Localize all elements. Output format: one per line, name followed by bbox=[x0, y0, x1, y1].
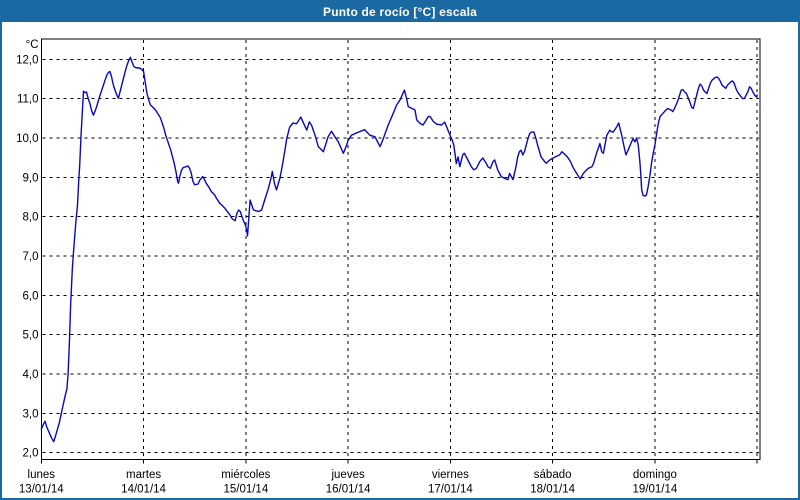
x-date-label: 13/01/14 bbox=[19, 484, 64, 496]
chart-graphics: 12,0 11,0 10,0 9,0 8,0 7,0 6,0 5,0 4,0 3,0 2,0 °C lu… bbox=[16, 38, 761, 496]
x-day-label: domingo bbox=[633, 469, 677, 481]
x-day-label: jueves bbox=[330, 469, 364, 481]
y-tick-label: 11,0 bbox=[17, 94, 39, 106]
title-bar: Punto de rocío [°C] escala bbox=[2, 2, 798, 22]
y-tick-label: 8,0 bbox=[23, 212, 39, 224]
x-date-label: 15/01/14 bbox=[223, 484, 268, 496]
y-tick-label: 9,0 bbox=[23, 172, 39, 184]
x-date-label: 17/01/14 bbox=[428, 484, 473, 496]
x-day-label: martes bbox=[126, 469, 161, 481]
x-date-label: 18/01/14 bbox=[530, 484, 575, 496]
x-day-label: sábado bbox=[534, 469, 572, 481]
y-tick-label: 12,0 bbox=[16, 54, 38, 66]
y-tick-label: 10,0 bbox=[16, 133, 38, 145]
x-date-label: 16/01/14 bbox=[326, 484, 371, 496]
y-tick-label: 5,0 bbox=[23, 330, 39, 342]
y-tick-label: 4,0 bbox=[23, 369, 39, 381]
y-axis-unit-label: °C bbox=[26, 39, 39, 51]
chart-title: Punto de rocío [°C] escala bbox=[322, 5, 478, 19]
y-tick-label: 6,0 bbox=[23, 290, 39, 302]
y-tick-label: 3,0 bbox=[23, 408, 39, 420]
plot-area bbox=[40, 38, 761, 460]
dew-point-line bbox=[40, 56, 758, 443]
x-day-label: viernes bbox=[432, 469, 469, 481]
x-day-label: lunes bbox=[28, 469, 56, 481]
y-tick-label: 7,0 bbox=[23, 251, 39, 263]
x-date-label: 19/01/14 bbox=[633, 484, 678, 496]
x-day-label: miércoles bbox=[221, 469, 270, 481]
x-date-label: 14/01/14 bbox=[121, 484, 166, 496]
y-tick-label: 2,0 bbox=[23, 448, 39, 460]
